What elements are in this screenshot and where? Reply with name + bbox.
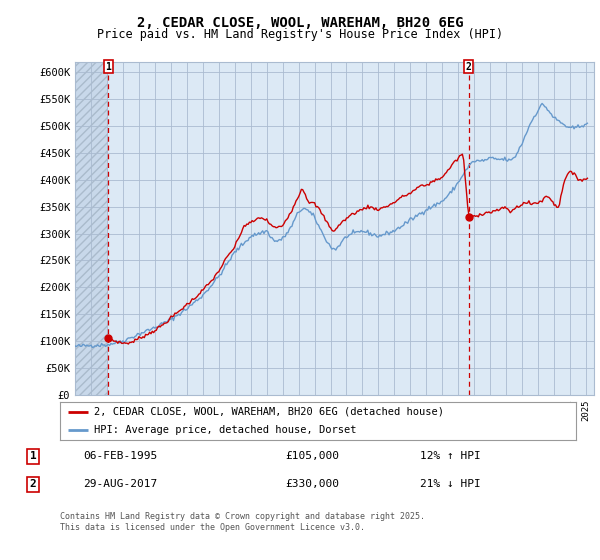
Text: 21% ↓ HPI: 21% ↓ HPI	[419, 479, 481, 489]
Text: 06-FEB-1995: 06-FEB-1995	[83, 451, 157, 461]
Text: 1: 1	[29, 451, 37, 461]
Text: 1: 1	[106, 62, 112, 72]
Text: 2: 2	[29, 479, 37, 489]
Text: £105,000: £105,000	[285, 451, 339, 461]
Bar	[75, 62, 109, 395]
Text: 2, CEDAR CLOSE, WOOL, WAREHAM, BH20 6EG: 2, CEDAR CLOSE, WOOL, WAREHAM, BH20 6EG	[137, 16, 463, 30]
Text: Contains HM Land Registry data © Crown copyright and database right 2025.
This d: Contains HM Land Registry data © Crown c…	[60, 512, 425, 532]
Text: HPI: Average price, detached house, Dorset: HPI: Average price, detached house, Dors…	[94, 425, 356, 435]
Text: 12% ↑ HPI: 12% ↑ HPI	[419, 451, 481, 461]
Text: £330,000: £330,000	[285, 479, 339, 489]
Text: 2, CEDAR CLOSE, WOOL, WAREHAM, BH20 6EG (detached house): 2, CEDAR CLOSE, WOOL, WAREHAM, BH20 6EG …	[94, 407, 443, 417]
Text: Price paid vs. HM Land Registry's House Price Index (HPI): Price paid vs. HM Land Registry's House …	[97, 28, 503, 41]
Text: 2: 2	[466, 62, 472, 72]
Text: 29-AUG-2017: 29-AUG-2017	[83, 479, 157, 489]
